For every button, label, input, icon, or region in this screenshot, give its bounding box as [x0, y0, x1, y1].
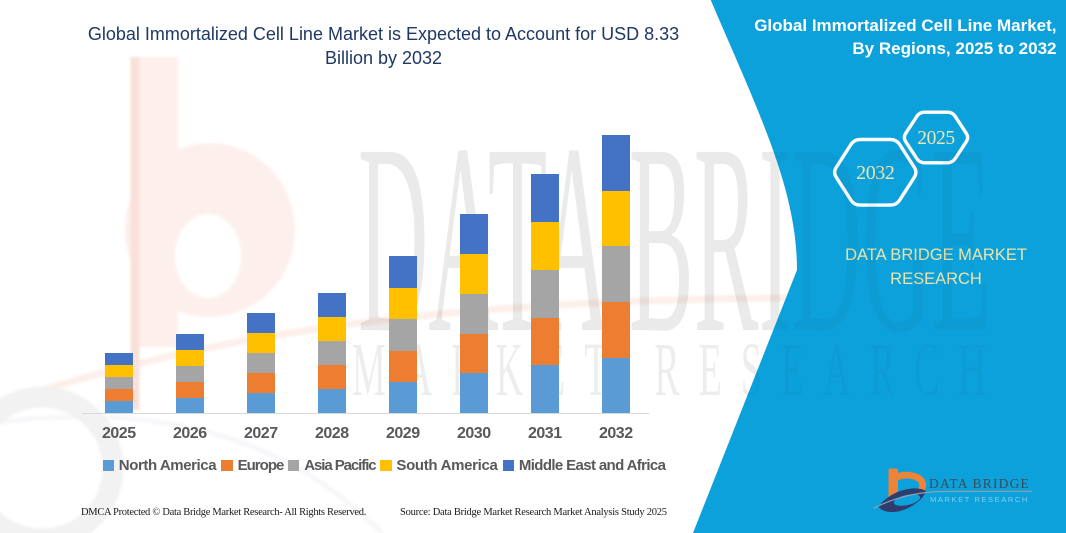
svg-text:MARKET RESEARCH: MARKET RESEARCH	[352, 327, 1005, 412]
